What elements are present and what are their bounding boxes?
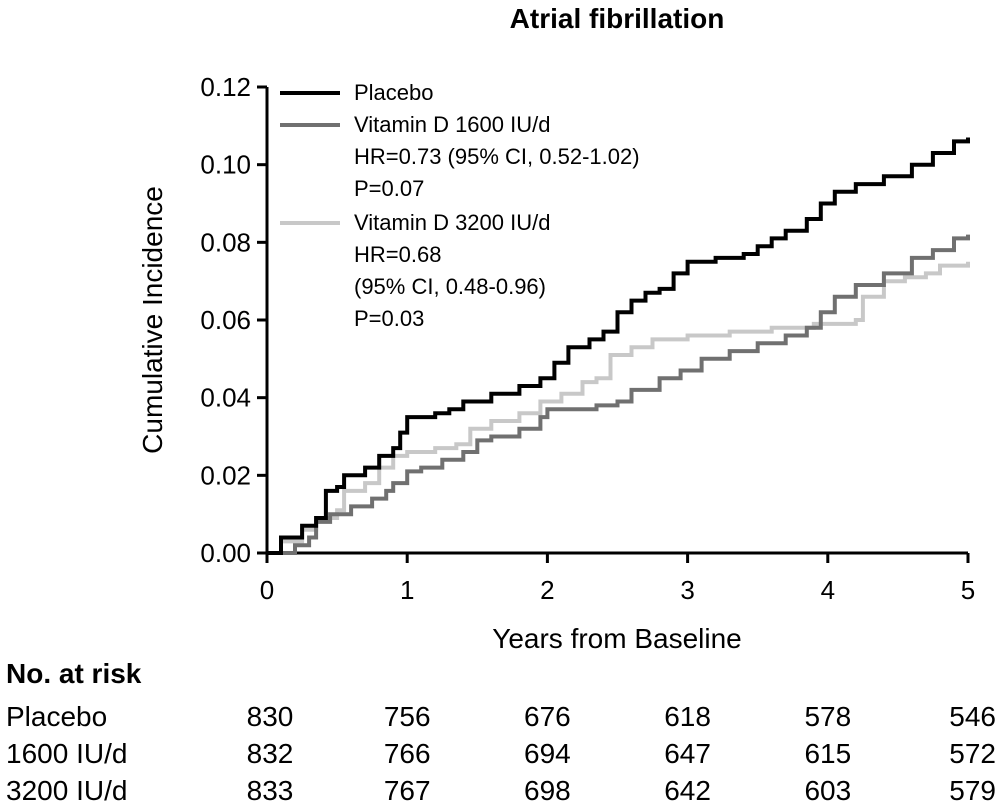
risk-cell: 767: [384, 775, 431, 806]
risk-table-title: No. at risk: [6, 658, 142, 689]
risk-cell: 603: [804, 775, 851, 806]
risk-cell: 578: [804, 701, 851, 732]
legend-text: P=0.07: [354, 176, 424, 201]
risk-row-label: Placebo: [6, 701, 107, 732]
x-tick-label: 0: [260, 575, 274, 605]
risk-row-label: 3200 IU/d: [6, 775, 127, 806]
risk-cell: 642: [664, 775, 711, 806]
x-axis-label: Years from Baseline: [492, 623, 742, 654]
legend: Placebo Vitamin D 1600 IU/d HR=0.73 (95% C…: [280, 80, 640, 331]
legend-text: (95% CI, 0.48-0.96): [354, 274, 546, 299]
risk-cell: 698: [524, 775, 571, 806]
risk-cell: 647: [664, 738, 711, 769]
axes: 0.00 0.02 0.04 0.06 0.08 0.10 0.12 0 1 2 3 4 5: [200, 72, 975, 605]
series-line-0: [267, 137, 970, 555]
risk-cell: 833: [247, 775, 294, 806]
legend-text: Vitamin D 3200 IU/d: [354, 210, 550, 235]
legend-text: Placebo: [354, 80, 434, 105]
y-tick-label: 0.10: [200, 150, 251, 180]
y-axis-label: Cumulative Incidence: [137, 186, 168, 454]
risk-cell: 676: [524, 701, 571, 732]
x-tick-label: 4: [821, 575, 835, 605]
x-tick-label: 3: [680, 575, 694, 605]
series-line-1: [267, 234, 970, 555]
y-tick-label: 0.06: [200, 305, 251, 335]
series-layer: [267, 137, 970, 555]
y-tick-label: 0.04: [200, 383, 251, 413]
risk-cell: 618: [664, 701, 711, 732]
risk-cell: 830: [247, 701, 294, 732]
x-tick-label: 1: [400, 575, 414, 605]
legend-text: HR=0.73 (95% CI, 0.52-1.02): [354, 144, 640, 169]
y-tick-label: 0.00: [200, 538, 251, 568]
y-tick-label: 0.12: [200, 72, 251, 102]
risk-row-label: 1600 IU/d: [6, 738, 127, 769]
risk-table: No. at risk Placebo 830 756 676 618 578 546 160…: [6, 658, 996, 806]
y-tick-label: 0.02: [200, 460, 251, 490]
risk-cell: 756: [384, 701, 431, 732]
risk-cell: 832: [247, 738, 294, 769]
series-line-2: [267, 261, 970, 555]
x-tick-label: 5: [961, 575, 975, 605]
legend-text: HR=0.68: [354, 242, 441, 267]
risk-cell: 579: [949, 775, 996, 806]
risk-cell: 572: [949, 738, 996, 769]
y-tick-label: 0.08: [200, 227, 251, 257]
risk-cell: 546: [949, 701, 996, 732]
legend-text: P=0.03: [354, 306, 424, 331]
chart-title: Atrial fibrillation: [510, 3, 725, 34]
risk-cell: 694: [524, 738, 571, 769]
risk-cell: 766: [384, 738, 431, 769]
x-tick-label: 2: [540, 575, 554, 605]
risk-cell: 615: [804, 738, 851, 769]
legend-text: Vitamin D 1600 IU/d: [354, 112, 550, 137]
